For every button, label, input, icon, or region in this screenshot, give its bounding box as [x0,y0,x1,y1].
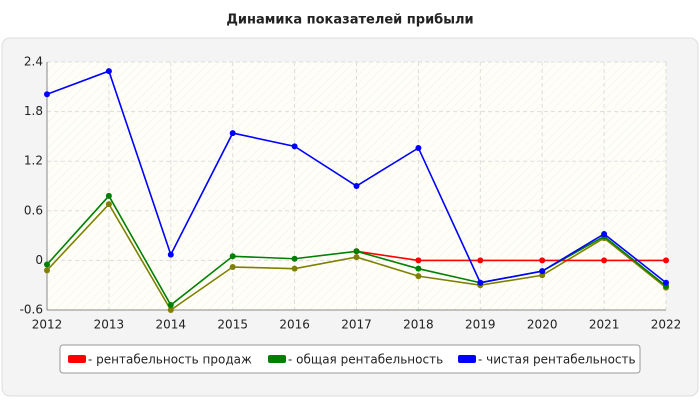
data-point [477,257,484,264]
data-point [291,255,298,262]
data-point [105,201,112,208]
data-point [105,192,112,199]
y-tick-label: 0 [35,253,43,267]
legend-box [59,344,641,374]
data-point [601,257,608,264]
data-point [477,279,484,286]
legend-label: - общая рентабельность [288,353,443,367]
data-point [105,68,112,75]
data-point [415,273,422,280]
x-tick-label: 2015 [217,318,248,332]
data-point [539,272,546,279]
data-point [291,265,298,272]
legend-label: - рентабельность продаж [88,353,252,367]
x-tick-label: 2021 [589,318,620,332]
data-point [229,253,236,260]
data-point [167,302,174,309]
data-point [663,279,669,286]
data-point [353,183,360,189]
data-point [601,230,608,237]
data-point [167,251,174,258]
data-point [167,307,174,313]
data-point [44,267,50,274]
x-tick-label: 2014 [156,318,187,332]
x-tick-label: 2016 [279,318,310,332]
x-tick-label: 2020 [527,318,558,332]
data-point [291,143,298,150]
legend-label: - чистая рентабельность [478,353,636,367]
data-point [663,257,669,264]
data-point [353,254,360,261]
y-tick-label: 1.8 [24,104,43,118]
data-point [415,257,422,264]
x-tick-label: 2019 [465,318,496,332]
x-tick-label: 2018 [403,318,434,332]
x-tick-label: 2012 [32,318,63,332]
data-point [229,130,236,137]
legend-swatch [68,355,86,363]
y-tick-label: -0.6 [20,303,43,317]
data-point [44,261,50,268]
x-tick-label: 2013 [94,318,125,332]
data-point [539,257,546,264]
data-point [415,144,422,151]
legend-swatch [268,355,286,363]
y-tick-label: 2.4 [24,55,43,69]
legend-swatch [458,355,476,363]
x-tick-label: 2017 [341,318,372,332]
data-point [415,265,422,272]
y-tick-label: 0.6 [24,203,43,217]
data-point [539,268,546,275]
x-tick-label: 2022 [651,318,682,332]
chart-title: Динамика показателей прибыли [226,13,473,28]
data-point [44,91,50,98]
y-tick-label: 1.2 [24,154,43,168]
series-line [356,250,666,262]
data-point [229,264,236,271]
data-point [353,248,360,255]
